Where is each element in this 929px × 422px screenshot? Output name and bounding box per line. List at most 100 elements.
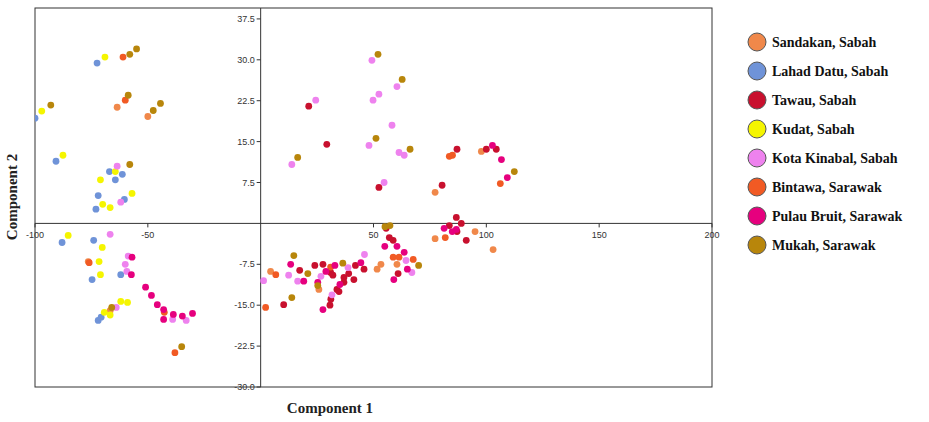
point [489, 142, 496, 149]
y-tick [257, 18, 261, 19]
point [381, 243, 388, 250]
point [361, 266, 368, 273]
point [122, 261, 129, 268]
x-tick-label: 50 [368, 230, 378, 240]
point [483, 146, 490, 153]
y-tick [257, 182, 261, 183]
point [272, 271, 279, 278]
point [99, 244, 106, 251]
point [312, 97, 319, 104]
point [47, 102, 54, 109]
point [376, 184, 383, 191]
point [378, 261, 385, 268]
point [107, 312, 114, 319]
point [179, 313, 186, 320]
plot-frame [35, 8, 712, 387]
point [114, 104, 121, 111]
legend-label: Kudat, Sabah [772, 122, 855, 137]
point [86, 259, 93, 266]
point [95, 192, 102, 199]
point [432, 235, 439, 242]
y-tick-label: 37.5 [237, 14, 255, 24]
point [305, 103, 312, 110]
point [345, 264, 352, 271]
point [396, 254, 403, 261]
point [117, 199, 124, 206]
point [453, 226, 460, 233]
point [390, 237, 397, 244]
point [332, 262, 339, 269]
point [142, 284, 149, 291]
point [320, 261, 327, 268]
y-axis-label: Component 2 [4, 154, 20, 240]
point [300, 278, 307, 285]
point [60, 152, 67, 159]
y-tick-label: 15.0 [237, 137, 255, 147]
point [126, 51, 133, 58]
point [394, 243, 401, 250]
point [38, 108, 45, 115]
point [511, 168, 518, 175]
point [458, 220, 465, 227]
point [102, 54, 109, 61]
point [382, 223, 389, 230]
point [93, 206, 100, 213]
point [366, 142, 373, 149]
point [390, 254, 397, 261]
point [345, 270, 352, 277]
point [150, 107, 157, 114]
point [117, 271, 124, 278]
legend-label: Tawau, Sabah [772, 93, 857, 108]
chart: -100-505010015020037.530.022.515.07.5-7.… [0, 0, 929, 422]
y-tick [257, 141, 261, 142]
x-tick-label: -50 [141, 230, 154, 240]
y-tick [257, 305, 261, 306]
point [90, 237, 97, 244]
x-tick-label: 100 [479, 230, 494, 240]
point [59, 239, 66, 246]
y-tick-label: -15.0 [234, 300, 255, 310]
legend-label: Sandakan, Sabah [772, 35, 877, 50]
x-tick-label: 150 [592, 230, 607, 240]
point [120, 54, 127, 61]
point [262, 304, 269, 311]
point [89, 276, 96, 283]
point [350, 276, 357, 283]
point [99, 201, 106, 208]
point [285, 272, 292, 279]
point [504, 174, 511, 181]
point [107, 204, 114, 211]
point [260, 277, 267, 284]
point [101, 309, 108, 316]
legend-marker [748, 91, 766, 109]
x-tick-label: 200 [704, 230, 719, 240]
point [294, 154, 301, 161]
point [160, 306, 167, 313]
point [287, 261, 294, 268]
point [401, 152, 408, 159]
legend-marker [748, 149, 766, 167]
point [329, 272, 336, 279]
point [369, 57, 376, 64]
point [318, 273, 325, 280]
point [395, 270, 402, 277]
point [401, 249, 408, 256]
point [311, 262, 318, 269]
point [53, 158, 60, 165]
y-tick [257, 346, 261, 347]
point [399, 76, 406, 83]
legend-marker [748, 33, 766, 51]
point [449, 152, 456, 159]
point [117, 298, 124, 305]
point [189, 310, 196, 317]
y-tick-label: -30.0 [234, 382, 255, 392]
legend-label: Mukah, Sarawak [772, 238, 876, 253]
legend: Sandakan, SabahLahad Datu, SabahTawau, S… [748, 33, 903, 254]
point [327, 302, 334, 309]
legend-marker [748, 207, 766, 225]
point [394, 83, 401, 90]
point [97, 176, 104, 183]
y-tick [257, 100, 261, 101]
x-tick [147, 223, 148, 227]
point [114, 163, 121, 170]
